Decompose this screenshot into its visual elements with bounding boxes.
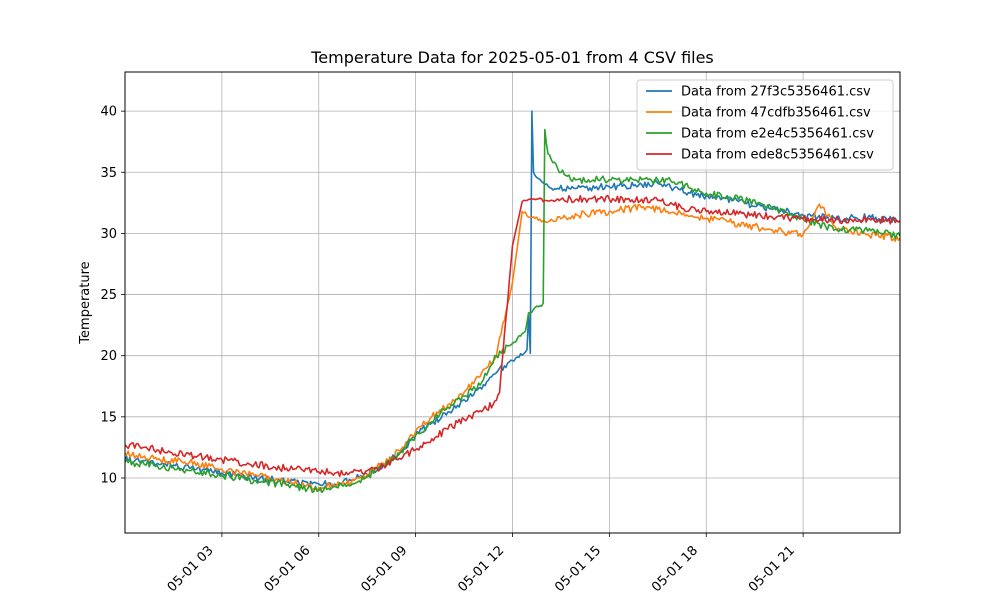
y-tick-label: 20	[100, 349, 117, 364]
y-tick-label: 35	[100, 166, 117, 181]
y-tick-label: 25	[100, 288, 117, 303]
legend-label: Data from 27f3c5356461.csv	[681, 85, 871, 100]
y-tick-label: 30	[100, 227, 117, 242]
y-tick-label: 10	[100, 471, 117, 486]
series-line-3	[124, 128, 901, 494]
y-tick-label: 40	[100, 105, 117, 120]
legend-label: Data from e2e4c5356461.csv	[681, 127, 874, 142]
legend: Data from 27f3c5356461.csv Data from 47cd…	[636, 79, 894, 171]
series-line-4	[124, 194, 901, 478]
y-tick-label: 15	[100, 410, 117, 425]
legend-label: Data from ede8c5356461.csv	[681, 148, 874, 163]
series-lines	[124, 110, 901, 494]
series-line-1	[124, 110, 901, 488]
legend-box	[636, 79, 894, 171]
y-axis-label: Temperature	[78, 261, 93, 344]
legend-label: Data from 47cdfb356461.csv	[681, 106, 871, 121]
chart-title: Temperature Data for 2025-05-01 from 4 C…	[310, 48, 714, 67]
